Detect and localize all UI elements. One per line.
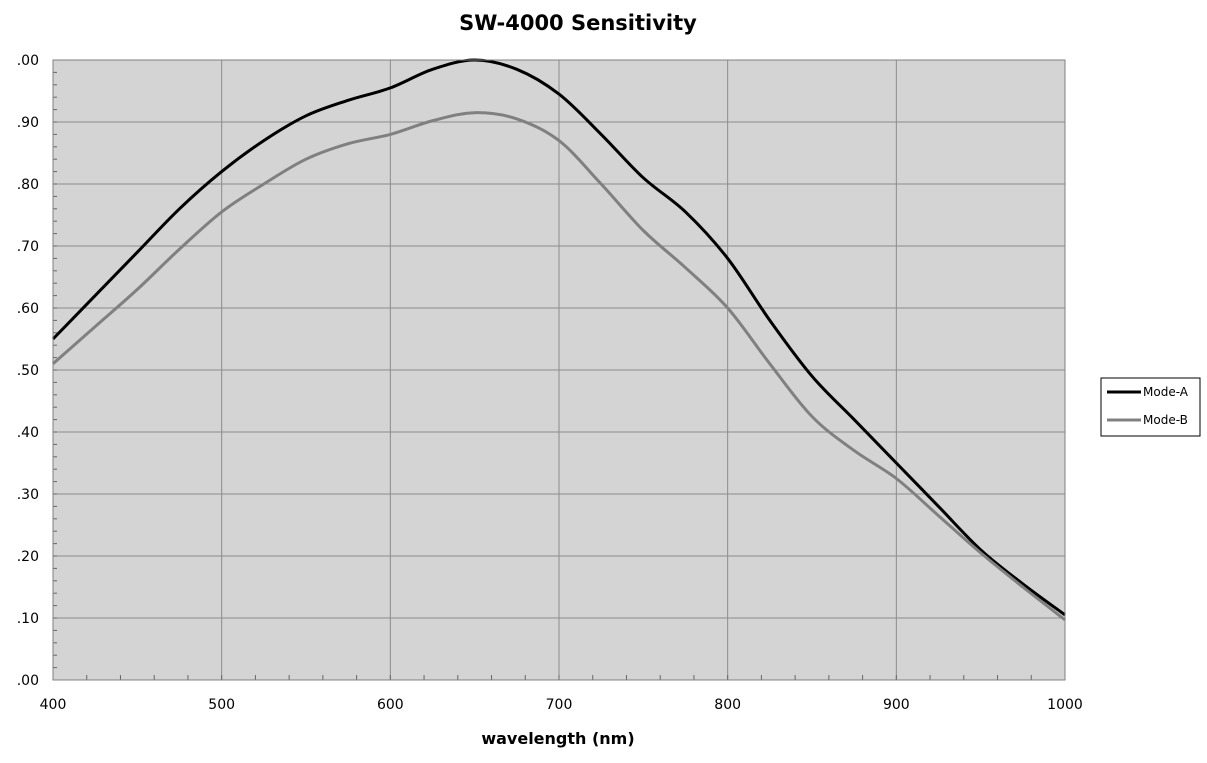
legend-label-mode-a: Mode-A bbox=[1143, 385, 1189, 399]
x-tick-label: 700 bbox=[546, 697, 573, 713]
x-tick-label: 800 bbox=[714, 697, 741, 713]
x-axis-label: wavelength (nm) bbox=[481, 729, 634, 748]
y-tick-label: .30 bbox=[17, 487, 39, 503]
x-tick-label: 400 bbox=[40, 697, 67, 713]
chart-title: SW-4000 Sensitivity bbox=[459, 11, 697, 35]
x-tick-label: 900 bbox=[883, 697, 910, 713]
legend-box bbox=[1100, 377, 1201, 437]
minor-ticks bbox=[52, 59, 1066, 681]
series-line-mode-a bbox=[51, 58, 1066, 617]
x-tick-label: 500 bbox=[208, 697, 235, 713]
x-tick-label: 600 bbox=[377, 697, 404, 713]
legend-label-mode-b: Mode-B bbox=[1143, 413, 1188, 427]
y-tick-label: .00 bbox=[17, 673, 39, 689]
y-tick-label: .10 bbox=[17, 611, 39, 627]
series-lines bbox=[51, 58, 1066, 622]
x-tick-label: 1000 bbox=[1047, 697, 1083, 713]
y-tick-label: .20 bbox=[17, 549, 39, 565]
y-tick-label: .90 bbox=[17, 115, 39, 131]
legend: Mode-A Mode-B bbox=[1100, 377, 1201, 437]
plot-border bbox=[52, 59, 1066, 681]
y-tick-label: .40 bbox=[17, 425, 39, 441]
y-tick-label: .80 bbox=[17, 177, 39, 193]
series-line-mode-b bbox=[52, 111, 1066, 622]
y-tick-label: .50 bbox=[17, 363, 39, 379]
y-tick-label: .60 bbox=[17, 301, 39, 317]
y-axis-tick-labels: .00 .10 .20 .30 .40 .50 .60 .70 .80 .90 .00 bbox=[17, 53, 39, 689]
y-tick-label: .00 bbox=[17, 53, 39, 69]
y-tick-label: .70 bbox=[17, 239, 39, 255]
x-axis-tick-labels: 400 500 600 700 800 900 1000 bbox=[40, 697, 1083, 713]
